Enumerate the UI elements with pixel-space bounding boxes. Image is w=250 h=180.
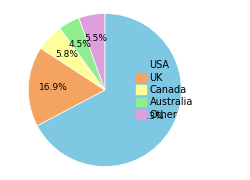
Text: 5.8%: 5.8%	[56, 50, 78, 59]
Text: 67.3%: 67.3%	[135, 112, 164, 121]
Text: 16.9%: 16.9%	[38, 83, 67, 92]
Wedge shape	[37, 14, 182, 167]
Wedge shape	[79, 14, 105, 90]
Text: 4.5%: 4.5%	[69, 40, 92, 49]
Text: 5.5%: 5.5%	[84, 34, 108, 43]
Wedge shape	[28, 48, 105, 126]
Legend: USA, UK, Canada, Australia, Other: USA, UK, Canada, Australia, Other	[134, 58, 195, 122]
Wedge shape	[60, 18, 105, 90]
Wedge shape	[41, 28, 105, 90]
